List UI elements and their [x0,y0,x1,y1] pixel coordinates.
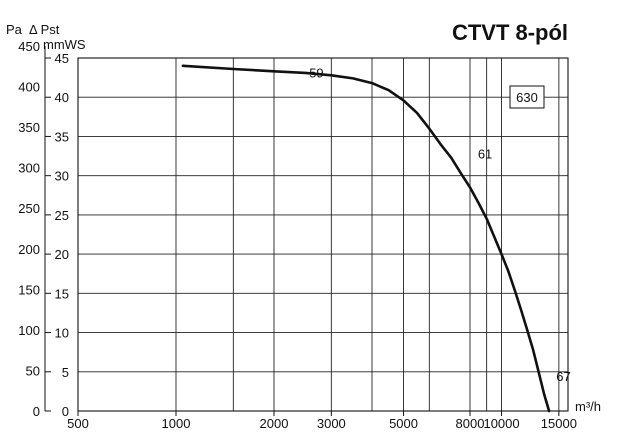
x-tick-label: 3000 [317,416,346,431]
pa-tick-label: 300 [18,161,40,176]
grid [78,57,568,411]
x-tick-label: 5000 [389,416,418,431]
x-unit-label: m³/h [575,399,601,414]
mmws-tick-label: 25 [55,208,69,223]
axes [44,46,569,416]
pa-tick-label: 150 [18,282,40,297]
mmws-tick-label: 5 [62,365,69,380]
y-label-pa: Pa [6,22,23,37]
y-label-pst: Δ Pst [29,22,60,37]
model-label-box [509,85,545,109]
fan-curve-630 [181,64,551,413]
mmws-tick-label: 15 [55,286,69,301]
x-tick-label: 15000 [541,416,577,431]
mmws-tick-label: 20 [55,247,69,262]
y-label-mmws: mmWS [43,37,86,52]
curve-layer [181,64,551,413]
x-tick-label: 8000 [456,416,485,431]
pa-tick-label: 400 [18,80,40,95]
chart-title: CTVT 8-pól [452,20,568,45]
mmws-tick-label: 45 [55,51,69,66]
x-tick-label: 2000 [260,416,289,431]
pa-tick-label: 50 [26,363,40,378]
mmws-tick-label: 35 [55,129,69,144]
plot-frame [77,57,569,412]
curve-annotation: 67 [556,369,570,384]
text-layer: 0 50 100 150 200 250 300 350 400 450 0 5 10 15 20 25 30 3… [6,20,601,431]
x-tick-label: 10000 [483,416,519,431]
mmws-tick-label: 40 [55,90,69,105]
x-tick-label: 500 [67,416,89,431]
mmws-tick-label: 0 [62,404,69,419]
pa-tick-label: 200 [18,242,40,257]
pa-tick-label: 100 [18,323,40,338]
pa-tick-label: 0 [33,404,40,419]
mmws-tick-label: 10 [55,326,69,341]
curve-annotation: 61 [478,146,492,161]
pa-tick-label: 350 [18,120,40,135]
x-tick-label: 1000 [162,416,191,431]
mmws-tick-label: 30 [55,169,69,184]
pa-tick-label: 450 [18,39,40,54]
model-label: 630 [516,90,538,105]
pa-tick-label: 250 [18,201,40,216]
curve-annotation: 59 [309,66,323,81]
